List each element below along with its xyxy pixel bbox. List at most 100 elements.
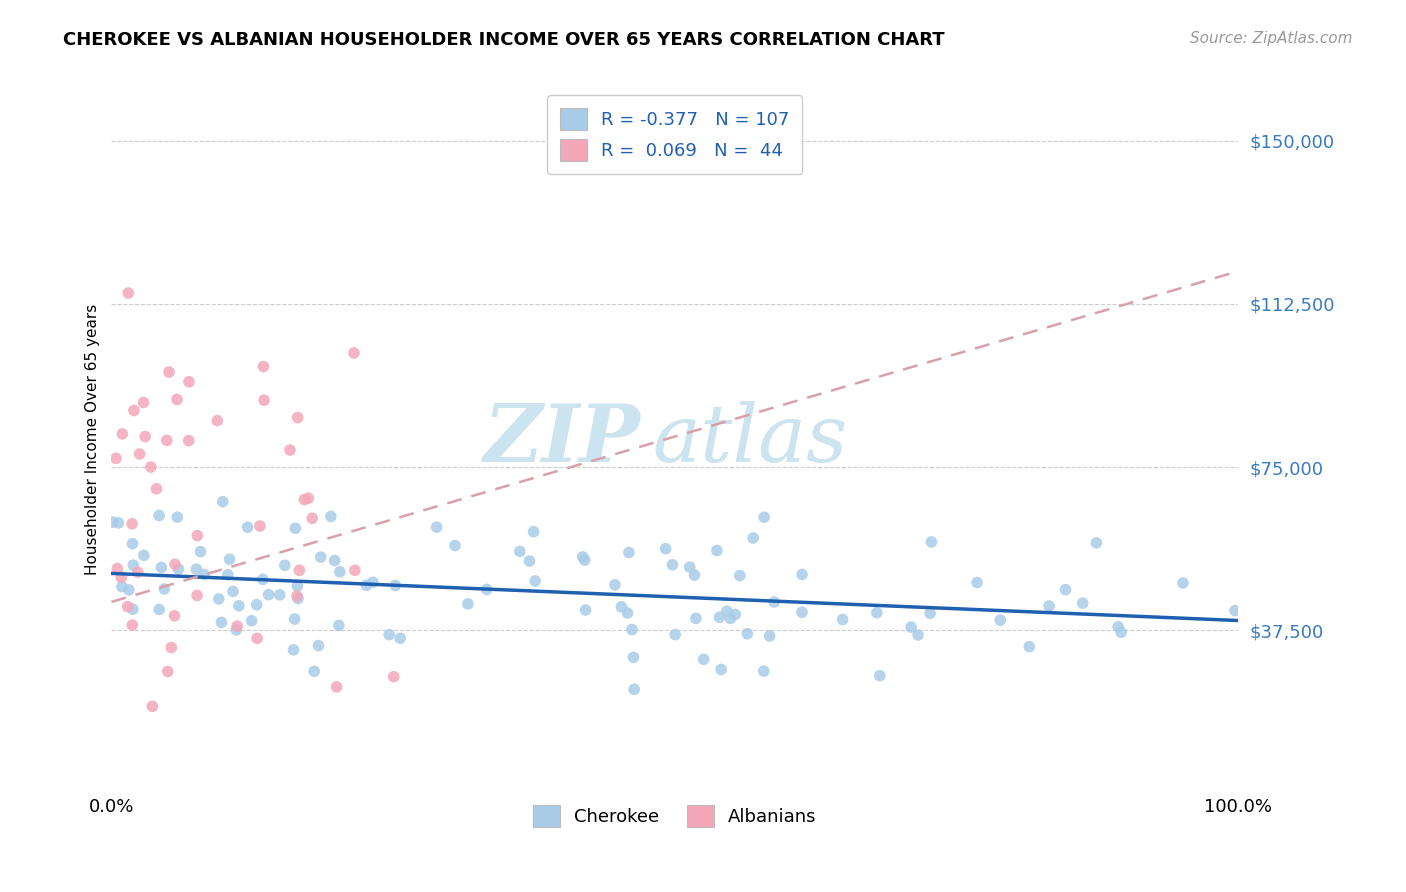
Point [209,615,232,630]
Point [285,589,308,603]
Point [110,570,132,584]
Point [654,541,676,556]
Point [685,611,707,625]
Point [742,531,765,545]
Point [166,392,188,407]
Point [284,521,307,535]
Point [621,623,644,637]
Point [301,511,323,525]
Point [378,627,401,641]
Point [356,578,378,592]
Point [177,434,200,448]
Point [728,568,751,582]
Point [122,403,145,417]
Point [706,543,728,558]
Point [302,665,325,679]
Point [163,608,186,623]
Point [343,346,366,360]
Point [207,414,229,428]
Point [693,652,716,666]
Point [1038,599,1060,613]
Point [574,603,596,617]
Point [866,606,889,620]
Point [287,410,309,425]
Point [329,565,352,579]
Point [384,578,406,592]
Point [683,568,706,582]
Point [724,607,747,622]
Point [122,558,145,573]
Point [1171,576,1194,591]
Point [121,602,143,616]
Point [661,558,683,572]
Point [361,575,384,590]
Point [186,589,208,603]
Point [966,575,988,590]
Point [208,592,231,607]
Point [211,494,233,508]
Point [186,528,208,542]
Point [252,359,274,374]
Point [752,664,775,678]
Point [716,604,738,618]
Point [571,549,593,564]
Point [101,515,124,529]
Point [105,451,128,466]
Point [228,599,250,613]
Point [292,492,315,507]
Point [287,579,309,593]
Point [524,574,547,588]
Point [1071,596,1094,610]
Point [105,561,128,575]
Point [679,560,702,574]
Point [623,650,645,665]
Text: atlas: atlas [652,401,848,479]
Point [283,643,305,657]
Point [988,613,1011,627]
Point [193,567,215,582]
Point [754,510,776,524]
Point [246,632,269,646]
Point [274,558,297,573]
Point [284,612,307,626]
Point [163,558,186,572]
Point [236,520,259,534]
Point [1223,604,1246,618]
Point [343,563,366,577]
Point [831,613,853,627]
Point [288,563,311,577]
Point [319,509,342,524]
Point [118,582,141,597]
Point [574,553,596,567]
Point [217,567,239,582]
Point [325,680,347,694]
Point [790,605,813,619]
Point [167,562,190,576]
Point [139,460,162,475]
Point [709,610,731,624]
Point [225,623,247,637]
Point [186,562,208,576]
Point [156,665,179,679]
Point [121,618,143,632]
Point [269,588,291,602]
Point [278,443,301,458]
Point [519,554,541,568]
Point [252,573,274,587]
Point [190,544,212,558]
Point [134,429,156,443]
Point [128,447,150,461]
Point [1085,536,1108,550]
Point [382,670,405,684]
Point [309,550,332,565]
Point [664,627,686,641]
Point [457,597,479,611]
Point [718,611,741,625]
Point [616,606,638,620]
Point [623,682,645,697]
Point [610,599,633,614]
Point [249,519,271,533]
Point [328,618,350,632]
Point [920,535,942,549]
Point [907,628,929,642]
